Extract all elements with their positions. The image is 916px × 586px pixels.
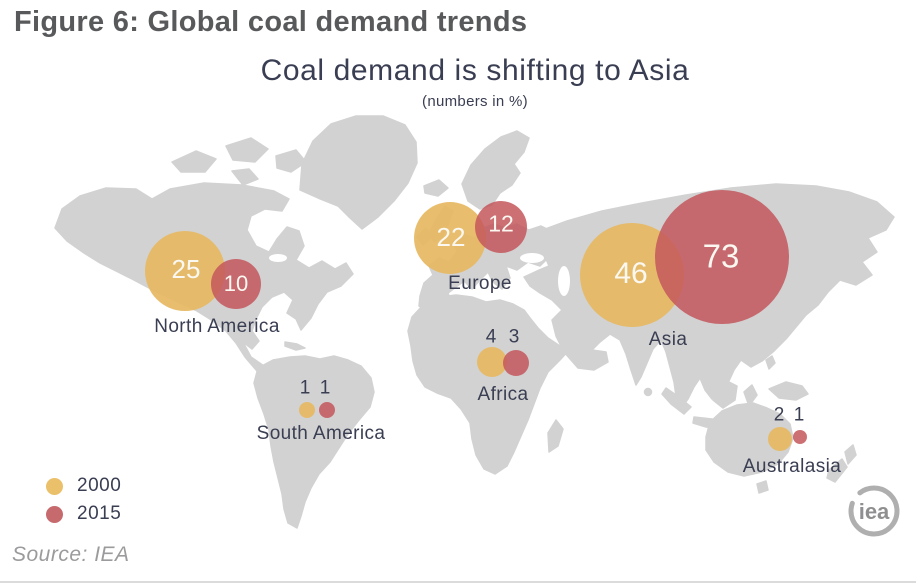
legend-label-2015: 2015 (77, 503, 122, 524)
value-2000-south-america: 1 (299, 377, 311, 399)
island-sulawesi (743, 384, 758, 407)
legend-swatch-2000 (46, 477, 63, 495)
iea-logo: iea (848, 485, 900, 537)
region-label-africa: Africa (477, 384, 529, 405)
legend-swatch-2015 (46, 505, 63, 523)
region-label-europe: Europe (448, 273, 512, 294)
region-label-australasia: Australasia (742, 456, 842, 477)
black-sea (520, 253, 544, 263)
legend: 2000 2015 (46, 472, 121, 528)
iea-logo-ring (848, 485, 900, 537)
value-2000-asia: 46 (614, 257, 648, 290)
great-lakes (269, 254, 287, 262)
continent-africa (407, 294, 571, 475)
islands-new-zealand (826, 444, 857, 483)
bubble-2015-africa (503, 350, 529, 376)
island-cuba (284, 341, 306, 351)
legend-item-2015: 2015 (46, 500, 121, 528)
island-sumatra (661, 387, 692, 415)
bubble-2000-australasia (768, 427, 792, 451)
bubble-2015-north-america (211, 259, 261, 309)
island-iceland (423, 179, 449, 197)
island-new-guinea (768, 381, 809, 401)
caspian-sea (558, 266, 570, 296)
chart-title: Coal demand is shifting to Asia (260, 54, 690, 87)
bubble-2000-europe (414, 202, 486, 274)
bubble-2015-europe (475, 201, 527, 253)
value-2015-africa: 3 (508, 326, 520, 348)
value-2015-europe: 12 (488, 210, 514, 237)
iea-logo-text: iea (859, 499, 890, 524)
value-2000-australasia: 2 (773, 404, 785, 426)
arctic-islands (171, 137, 307, 186)
island-madagascar (547, 419, 564, 453)
islands-philippines (756, 337, 776, 370)
value-2015-asia: 73 (702, 237, 740, 275)
region-label-north-america: North America (154, 316, 280, 337)
legend-item-2000: 2000 (46, 472, 121, 500)
value-2015-north-america: 10 (223, 271, 249, 296)
island-tasmania (756, 480, 769, 494)
bottom-divider (0, 581, 916, 583)
value-2015-australasia: 1 (793, 404, 805, 426)
value-2015-south-america: 1 (319, 377, 331, 399)
island-sri-lanka (643, 387, 653, 397)
bubble-2000-africa (477, 347, 507, 377)
island-borneo (712, 379, 738, 409)
legend-label-2000: 2000 (77, 475, 122, 496)
region-label-asia: Asia (648, 329, 688, 350)
value-2000-europe: 22 (436, 222, 466, 252)
bubble-2015-asia (655, 190, 789, 324)
chart-subtitle: (numbers in %) (422, 93, 528, 110)
figure-title: Figure 6: Global coal demand trends (14, 6, 528, 38)
region-label-south-america: South America (256, 423, 386, 444)
value-2000-africa: 4 (485, 326, 497, 348)
bubble-2000-north-america (145, 231, 225, 311)
bubble-2015-south-america (319, 402, 335, 418)
continent-greenland (299, 115, 418, 230)
bubble-2015-australasia (793, 430, 807, 444)
bubble-2000-south-america (299, 402, 315, 418)
continent-south-america (253, 355, 375, 529)
source-note: Source: IEA (12, 543, 130, 566)
value-2000-north-america: 25 (171, 254, 201, 284)
